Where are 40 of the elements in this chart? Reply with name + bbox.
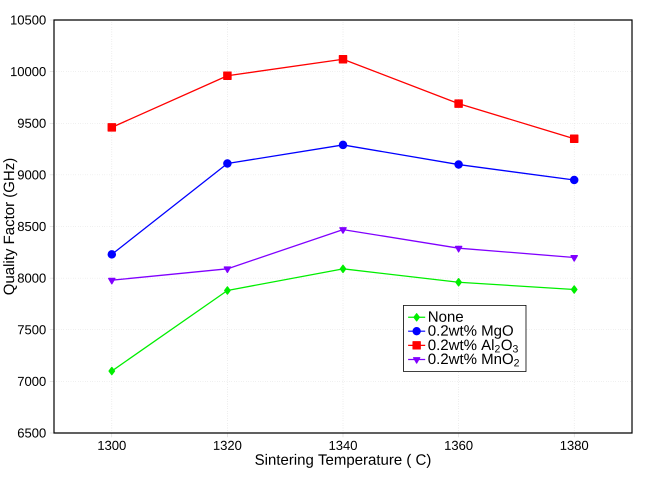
legend-label: None: [429, 311, 463, 322]
x-tick-label: 1360: [445, 440, 473, 450]
point: [338, 140, 348, 150]
y-tick-label: 9500: [18, 118, 46, 128]
point: [339, 227, 347, 234]
point: [570, 285, 578, 294]
point: [224, 266, 232, 274]
point: [108, 366, 116, 376]
x-tick-label: 1300: [98, 440, 126, 450]
y-tick-label: 8500: [18, 222, 46, 232]
y-tick-label: 8000: [18, 274, 46, 283]
legend-label: 0.2wt% Al$_{2}$O$_{3}$: [428, 339, 518, 353]
point: [223, 72, 232, 80]
point: [570, 176, 578, 184]
x-axis-title: Sintering Temperature ( C): [255, 454, 430, 468]
point: [340, 264, 346, 274]
y-tick-label: 6500: [18, 428, 46, 438]
point: [570, 134, 578, 143]
point: [454, 246, 462, 252]
point: [224, 286, 231, 295]
point: [108, 278, 116, 284]
point: [454, 160, 463, 169]
y-tick-label: 7500: [18, 325, 46, 334]
point: [108, 123, 116, 132]
y-tick-label: 10000: [11, 67, 46, 76]
x-tick-label: 1340: [330, 440, 357, 450]
point: [223, 159, 232, 168]
point: [455, 278, 462, 287]
x-tick-label: 1320: [214, 440, 242, 450]
y-tick-label: 7000: [18, 376, 46, 386]
y-tick-label: 9000: [18, 170, 46, 180]
point: [108, 250, 116, 259]
y-axis-title: Quality Factor (GHz): [3, 158, 18, 295]
point: [454, 99, 463, 108]
y-tick-label: 10500: [11, 15, 46, 25]
legend-label: 0.2wt% MnO$_{2}$: [428, 354, 519, 366]
x-tick-label: 1380: [560, 440, 588, 450]
point: [338, 54, 348, 64]
point: [570, 255, 578, 262]
legend-label: 0.2wt% MgO: [428, 325, 513, 339]
